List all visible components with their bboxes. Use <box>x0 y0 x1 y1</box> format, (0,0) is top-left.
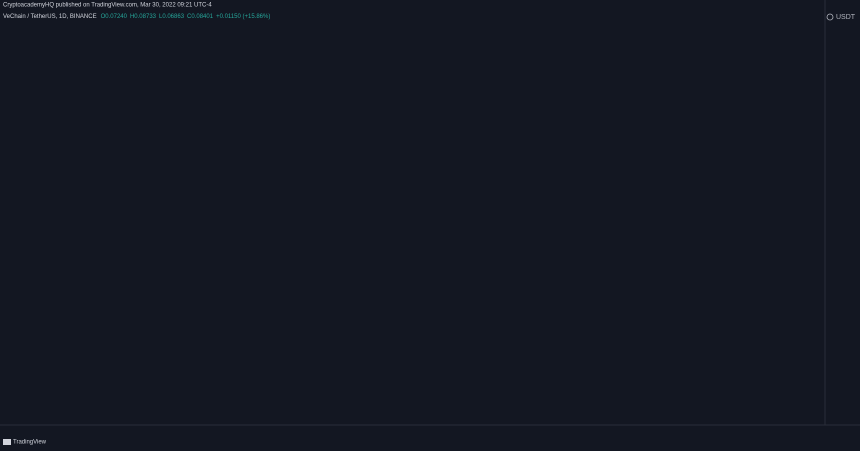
legend: VeChain / TetherUS, 1D, BINANCE O0.07240 H… <box>3 14 270 20</box>
readout: H0.08733 <box>130 14 157 20</box>
brand-logo <box>3 439 11 445</box>
readout: L0.06863 <box>159 14 185 20</box>
price-axis <box>825 0 860 451</box>
readout: O0.07240 <box>101 14 128 20</box>
currency-icon <box>826 13 834 21</box>
time-axis <box>0 425 860 451</box>
readout: +0.01150 (+15.86%) <box>216 14 270 20</box>
brand: TradingView <box>13 440 47 446</box>
publisher: CryptoacademyHQ published on TradingView… <box>3 3 212 9</box>
currency: USDT <box>836 14 856 21</box>
symbol-title: VeChain / TetherUS, 1D, BINANCE <box>3 14 97 20</box>
readout: C0.08401 <box>187 14 214 20</box>
